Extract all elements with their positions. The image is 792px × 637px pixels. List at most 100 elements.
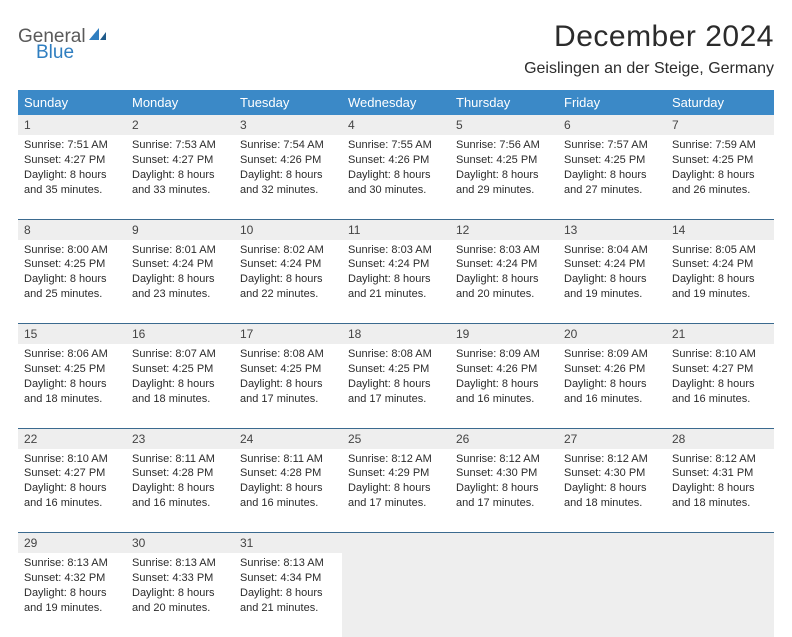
title-block: December 2024 Geislingen an der Steige, … [524,20,774,78]
sunrise-text: Sunrise: 8:12 AM [456,452,552,467]
day-number: 12 [450,219,558,240]
day-cell: Sunrise: 8:01 AMSunset: 4:24 PMDaylight:… [126,240,234,324]
day-cell [558,553,666,637]
sunrise-text: Sunrise: 8:13 AM [132,556,228,571]
weekday-header: Monday [126,90,234,115]
day-cell [666,553,774,637]
day-cell: Sunrise: 8:10 AMSunset: 4:27 PMDaylight:… [18,449,126,533]
sunrise-text: Sunrise: 8:00 AM [24,243,120,258]
day-number: 9 [126,219,234,240]
sunset-text: Sunset: 4:25 PM [564,153,660,168]
day-number: 8 [18,219,126,240]
sunset-text: Sunset: 4:25 PM [24,257,120,272]
day-number: 2 [126,115,234,135]
sunrise-text: Sunrise: 8:08 AM [240,347,336,362]
day-number [666,533,774,554]
calendar-table: Sunday Monday Tuesday Wednesday Thursday… [18,90,774,637]
day-number: 17 [234,324,342,345]
sunset-text: Sunset: 4:25 PM [348,362,444,377]
daylight-text: Daylight: 8 hours and 19 minutes. [564,272,660,302]
sunrise-text: Sunrise: 8:02 AM [240,243,336,258]
day-cell: Sunrise: 8:12 AMSunset: 4:29 PMDaylight:… [342,449,450,533]
sunrise-text: Sunrise: 8:08 AM [348,347,444,362]
daylight-text: Daylight: 8 hours and 33 minutes. [132,168,228,198]
day-cell: Sunrise: 8:09 AMSunset: 4:26 PMDaylight:… [558,344,666,428]
day-cell: Sunrise: 8:06 AMSunset: 4:25 PMDaylight:… [18,344,126,428]
sunset-text: Sunset: 4:25 PM [672,153,768,168]
day-cell: Sunrise: 7:54 AMSunset: 4:26 PMDaylight:… [234,135,342,219]
sunrise-text: Sunrise: 8:11 AM [132,452,228,467]
sunset-text: Sunset: 4:25 PM [456,153,552,168]
daylight-text: Daylight: 8 hours and 21 minutes. [348,272,444,302]
daylight-text: Daylight: 8 hours and 18 minutes. [24,377,120,407]
sunset-text: Sunset: 4:26 PM [240,153,336,168]
daylight-text: Daylight: 8 hours and 17 minutes. [348,481,444,511]
sunrise-text: Sunrise: 7:57 AM [564,138,660,153]
sunset-text: Sunset: 4:26 PM [348,153,444,168]
sunrise-text: Sunrise: 8:12 AM [564,452,660,467]
month-title: December 2024 [524,20,774,54]
sunset-text: Sunset: 4:33 PM [132,571,228,586]
sunrise-text: Sunrise: 8:12 AM [348,452,444,467]
weekday-header: Thursday [450,90,558,115]
day-number: 31 [234,533,342,554]
day-content-row: Sunrise: 8:00 AMSunset: 4:25 PMDaylight:… [18,240,774,324]
day-number-row: 891011121314 [18,219,774,240]
weekday-header: Wednesday [342,90,450,115]
day-number: 5 [450,115,558,135]
day-cell: Sunrise: 7:59 AMSunset: 4:25 PMDaylight:… [666,135,774,219]
sunrise-text: Sunrise: 7:59 AM [672,138,768,153]
day-number: 3 [234,115,342,135]
day-number: 11 [342,219,450,240]
weekday-header: Friday [558,90,666,115]
sunrise-text: Sunrise: 8:09 AM [456,347,552,362]
day-cell: Sunrise: 7:51 AMSunset: 4:27 PMDaylight:… [18,135,126,219]
sunset-text: Sunset: 4:30 PM [564,466,660,481]
daylight-text: Daylight: 8 hours and 25 minutes. [24,272,120,302]
sunset-text: Sunset: 4:24 PM [456,257,552,272]
daylight-text: Daylight: 8 hours and 16 minutes. [132,481,228,511]
day-content-row: Sunrise: 8:13 AMSunset: 4:32 PMDaylight:… [18,553,774,637]
logo-sail-icon [87,26,107,46]
daylight-text: Daylight: 8 hours and 27 minutes. [564,168,660,198]
sunset-text: Sunset: 4:27 PM [672,362,768,377]
day-number: 15 [18,324,126,345]
daylight-text: Daylight: 8 hours and 17 minutes. [456,481,552,511]
daylight-text: Daylight: 8 hours and 20 minutes. [132,586,228,616]
day-number: 28 [666,428,774,449]
daylight-text: Daylight: 8 hours and 18 minutes. [564,481,660,511]
day-content-row: Sunrise: 8:10 AMSunset: 4:27 PMDaylight:… [18,449,774,533]
day-cell: Sunrise: 8:10 AMSunset: 4:27 PMDaylight:… [666,344,774,428]
daylight-text: Daylight: 8 hours and 23 minutes. [132,272,228,302]
day-cell: Sunrise: 8:12 AMSunset: 4:30 PMDaylight:… [558,449,666,533]
day-cell: Sunrise: 8:05 AMSunset: 4:24 PMDaylight:… [666,240,774,324]
sunrise-text: Sunrise: 8:13 AM [24,556,120,571]
day-content-row: Sunrise: 8:06 AMSunset: 4:25 PMDaylight:… [18,344,774,428]
sunrise-text: Sunrise: 8:13 AM [240,556,336,571]
daylight-text: Daylight: 8 hours and 18 minutes. [672,481,768,511]
day-number-row: 15161718192021 [18,324,774,345]
sunset-text: Sunset: 4:28 PM [132,466,228,481]
day-cell: Sunrise: 8:00 AMSunset: 4:25 PMDaylight:… [18,240,126,324]
sunset-text: Sunset: 4:28 PM [240,466,336,481]
sunset-text: Sunset: 4:25 PM [240,362,336,377]
location: Geislingen an der Steige, Germany [524,60,774,78]
sunset-text: Sunset: 4:27 PM [24,153,120,168]
day-number: 25 [342,428,450,449]
day-number: 27 [558,428,666,449]
sunset-text: Sunset: 4:27 PM [132,153,228,168]
sunrise-text: Sunrise: 8:05 AM [672,243,768,258]
day-number: 19 [450,324,558,345]
daylight-text: Daylight: 8 hours and 35 minutes. [24,168,120,198]
sunrise-text: Sunrise: 8:01 AM [132,243,228,258]
day-cell: Sunrise: 8:11 AMSunset: 4:28 PMDaylight:… [126,449,234,533]
daylight-text: Daylight: 8 hours and 18 minutes. [132,377,228,407]
sunset-text: Sunset: 4:26 PM [456,362,552,377]
daylight-text: Daylight: 8 hours and 16 minutes. [456,377,552,407]
day-cell: Sunrise: 8:03 AMSunset: 4:24 PMDaylight:… [450,240,558,324]
daylight-text: Daylight: 8 hours and 21 minutes. [240,586,336,616]
sunset-text: Sunset: 4:24 PM [564,257,660,272]
day-cell: Sunrise: 7:53 AMSunset: 4:27 PMDaylight:… [126,135,234,219]
weekday-header: Sunday [18,90,126,115]
day-number: 22 [18,428,126,449]
